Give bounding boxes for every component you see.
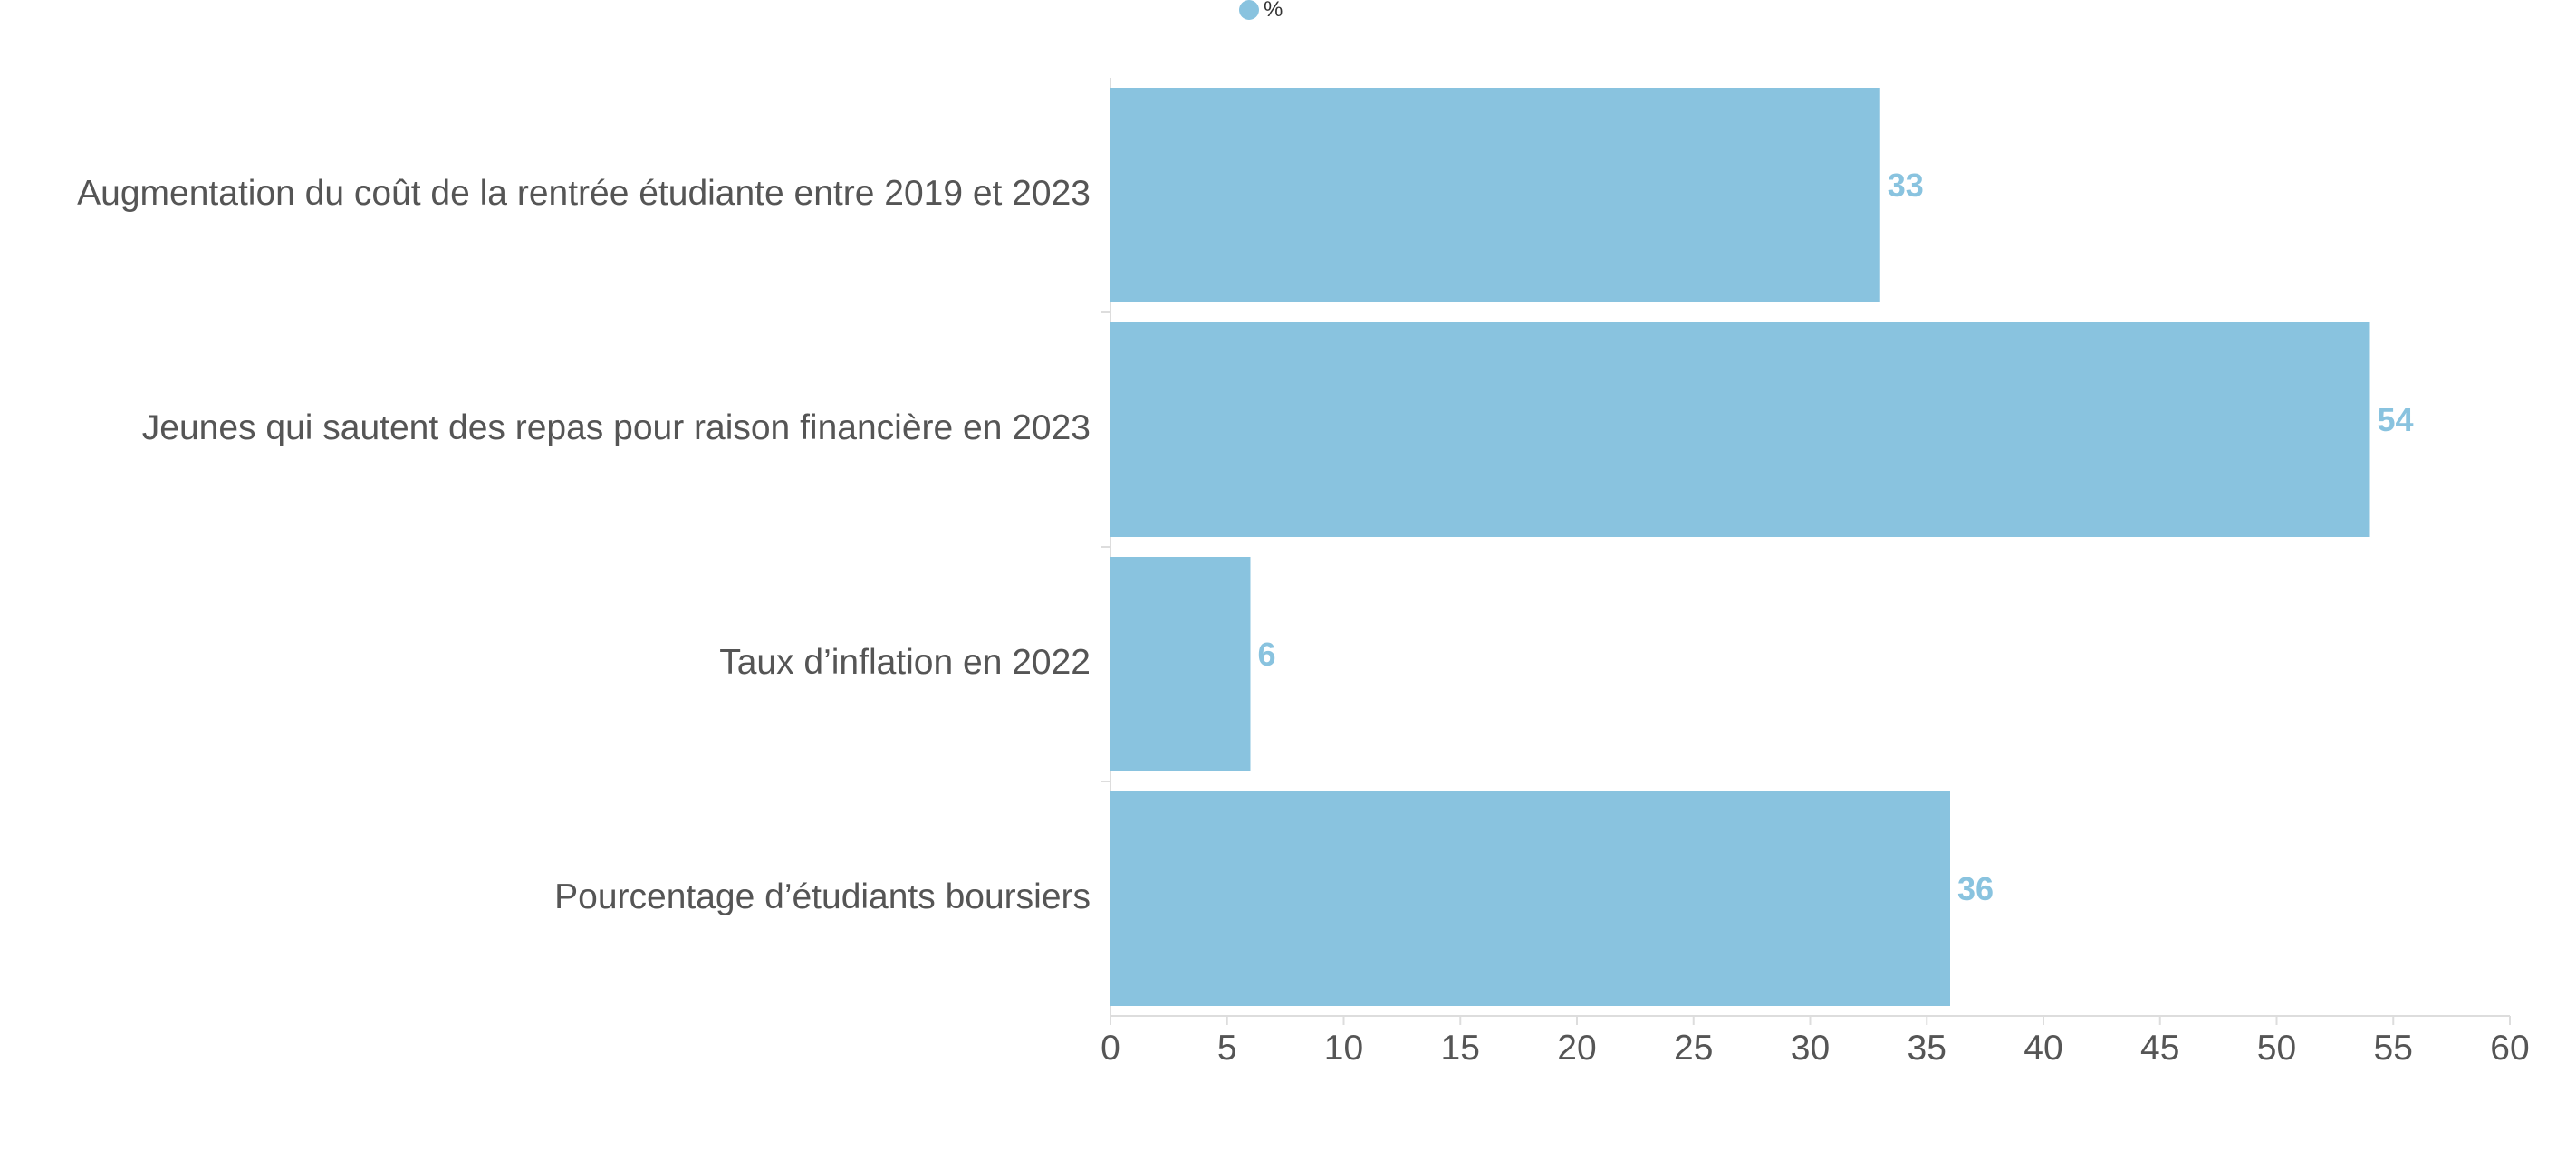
category-label: Jeunes qui sautent des repas pour raison… [142, 408, 1091, 447]
bar[interactable] [1110, 791, 1950, 1006]
data-label: 36 [1957, 870, 1994, 907]
value-tick-label: 40 [2023, 1029, 2062, 1068]
category-label: Augmentation du coût de la rentrée étudi… [77, 174, 1091, 213]
value-tick-label: 0 [1101, 1029, 1120, 1068]
data-label: 6 [1258, 636, 1276, 673]
category-axis: Augmentation du coût de la rentrée étudi… [77, 78, 1111, 1016]
value-tick-label: 20 [1557, 1029, 1596, 1068]
legend-label: % [1264, 0, 1283, 22]
category-label: Taux d’inflation en 2022 [719, 643, 1091, 682]
data-label: 33 [1888, 167, 1924, 204]
value-tick-label: 60 [2490, 1029, 2529, 1068]
bars [1110, 88, 2370, 1006]
value-tick-label: 10 [1324, 1029, 1363, 1068]
legend[interactable]: % [1239, 0, 1283, 22]
value-tick-label: 45 [2140, 1029, 2179, 1068]
bar[interactable] [1110, 322, 2370, 537]
data-labels: 33 54 6 36 [1258, 167, 2414, 907]
value-tick-label: 55 [2374, 1029, 2413, 1068]
bar[interactable] [1110, 557, 1251, 771]
data-label: 54 [2378, 401, 2414, 438]
value-tick-label: 25 [1674, 1029, 1713, 1068]
value-tick-label: 5 [1217, 1029, 1237, 1068]
value-tick-label: 30 [1791, 1029, 1830, 1068]
legend-marker [1239, 0, 1259, 20]
bar[interactable] [1110, 88, 1880, 302]
value-tick-label: 15 [1441, 1029, 1480, 1068]
value-tick-label: 35 [1908, 1029, 1946, 1068]
category-label: Pourcentage d’étudiants boursiers [554, 877, 1091, 916]
value-axis: 0 5 10 15 20 25 30 35 40 45 50 55 60 [1101, 1015, 2530, 1068]
value-tick-label: 50 [2257, 1029, 2296, 1068]
